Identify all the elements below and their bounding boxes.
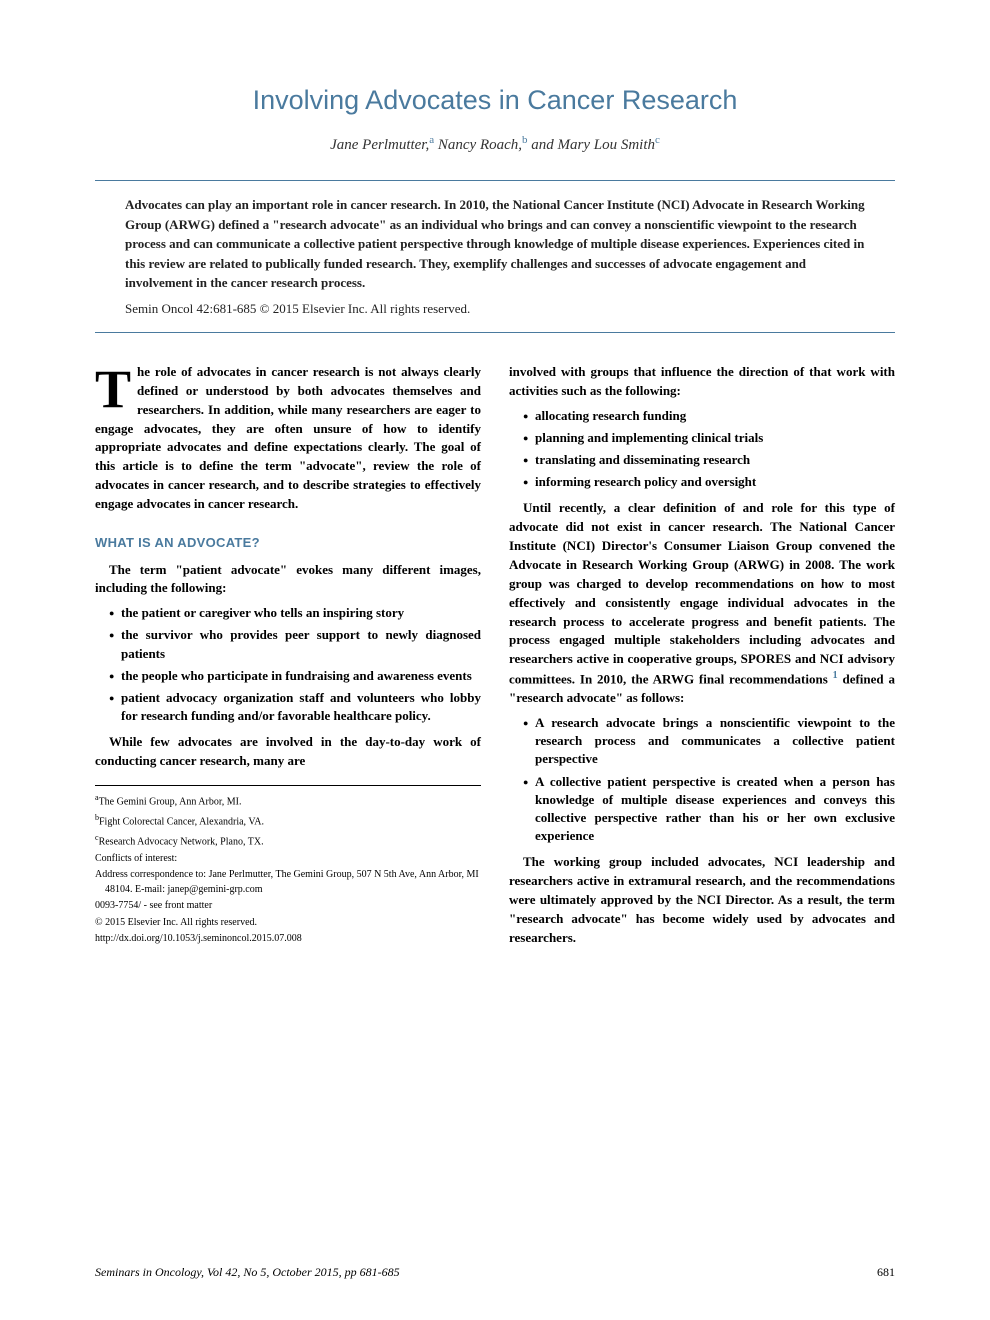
col2-para3: The working group included advocates, NC… — [509, 853, 895, 947]
authors-line: Jane Perlmutter,a Nancy Roach,b and Mary… — [95, 134, 895, 154]
footnote-line: http://dx.doi.org/10.1053/j.seminoncol.2… — [95, 932, 481, 947]
list-item: the survivor who provides peer support t… — [109, 626, 481, 662]
list-item: the patient or caregiver who tells an in… — [109, 604, 481, 622]
left-column: The role of advocates in cancer research… — [95, 363, 481, 952]
footnotes-block: aThe Gemini Group, Ann Arbor, MI. bFight … — [95, 785, 481, 946]
footnote-line: aThe Gemini Group, Ann Arbor, MI. — [95, 792, 481, 810]
section1-intro: The term "patient advocate" evokes many … — [95, 561, 481, 599]
page-footer: Seminars in Oncology, Vol 42, No 5, Octo… — [95, 1265, 895, 1280]
footnote-line: bFight Colorectal Cancer, Alexandria, VA… — [95, 812, 481, 830]
list-item: A research advocate brings a nonscientif… — [523, 714, 895, 769]
list-item: translating and disseminating research — [523, 451, 895, 469]
footer-page-number: 681 — [877, 1265, 895, 1280]
col2-bullet-list-2: A research advocate brings a nonscientif… — [509, 714, 895, 845]
list-item: patient advocacy organization staff and … — [109, 689, 481, 725]
list-item: informing research policy and oversight — [523, 473, 895, 491]
col2-para2: Until recently, a clear definition of an… — [509, 499, 895, 708]
footnote-line: Conflicts of interest: — [95, 852, 481, 867]
footnote-line: Address correspondence to: Jane Perlmutt… — [95, 868, 481, 897]
section1-para2: While few advocates are involved in the … — [95, 733, 481, 771]
article-title: Involving Advocates in Cancer Research — [95, 85, 895, 116]
abstract-text: Advocates can play an important role in … — [125, 197, 865, 290]
list-item: A collective patient perspective is crea… — [523, 773, 895, 846]
col2-para1: involved with groups that influence the … — [509, 363, 895, 401]
section-heading-what-is-advocate: WHAT IS AN ADVOCATE? — [95, 534, 481, 553]
two-column-body: The role of advocates in cancer research… — [95, 363, 895, 952]
footnote-line: © 2015 Elsevier Inc. All rights reserved… — [95, 916, 481, 931]
list-item: allocating research funding — [523, 407, 895, 425]
footer-journal-citation: Seminars in Oncology, Vol 42, No 5, Octo… — [95, 1265, 400, 1280]
intro-text: he role of advocates in cancer research … — [95, 364, 481, 511]
section1-bullet-list: the patient or caregiver who tells an in… — [95, 604, 481, 725]
abstract-box: Advocates can play an important role in … — [95, 180, 895, 333]
intro-paragraph: The role of advocates in cancer research… — [95, 363, 481, 514]
dropcap-letter: T — [95, 363, 137, 413]
citation-line: Semin Oncol 42:681-685 © 2015 Elsevier I… — [125, 299, 865, 319]
right-column: involved with groups that influence the … — [509, 363, 895, 952]
footnote-line: 0093-7754/ - see front matter — [95, 899, 481, 914]
list-item: the people who participate in fundraisin… — [109, 667, 481, 685]
footnote-line: cResearch Advocacy Network, Plano, TX. — [95, 832, 481, 850]
list-item: planning and implementing clinical trial… — [523, 429, 895, 447]
col2-bullet-list-1: allocating research funding planning and … — [509, 407, 895, 492]
